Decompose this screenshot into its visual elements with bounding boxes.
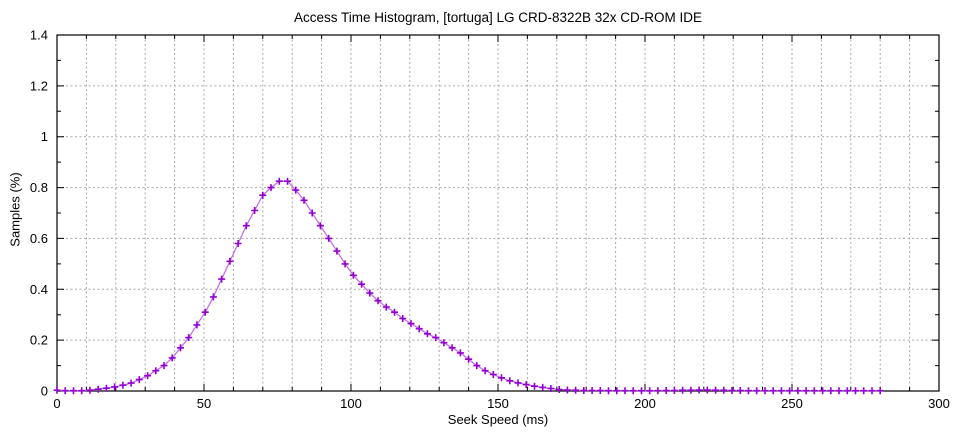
x-tick-label: 250 xyxy=(781,396,803,411)
x-tick-label: 300 xyxy=(928,396,950,411)
axis-ticks xyxy=(57,35,939,391)
x-tick-label: 100 xyxy=(340,396,362,411)
y-tick-label: 0 xyxy=(41,384,48,399)
y-tick-label: 0.2 xyxy=(30,333,48,348)
y-tick-label: 1.2 xyxy=(30,78,48,93)
y-tick-label: 0.4 xyxy=(30,282,48,297)
y-tick-label: 0.6 xyxy=(30,231,48,246)
x-tick-label: 50 xyxy=(197,396,211,411)
series-markers xyxy=(53,177,884,395)
y-tick-label: 1.4 xyxy=(30,28,48,43)
x-tick-label: 0 xyxy=(53,396,60,411)
y-tick-label: 0.8 xyxy=(30,180,48,195)
x-tick-label: 200 xyxy=(634,396,656,411)
y-tick-label: 1 xyxy=(41,129,48,144)
plot-border xyxy=(56,34,940,392)
chart-title: Access Time Histogram, [tortuga] LG CRD-… xyxy=(293,10,703,25)
grid-lines xyxy=(57,35,939,391)
x-axis-title: Seek Speed (ms) xyxy=(447,412,549,427)
x-tick-label: 150 xyxy=(487,396,509,411)
